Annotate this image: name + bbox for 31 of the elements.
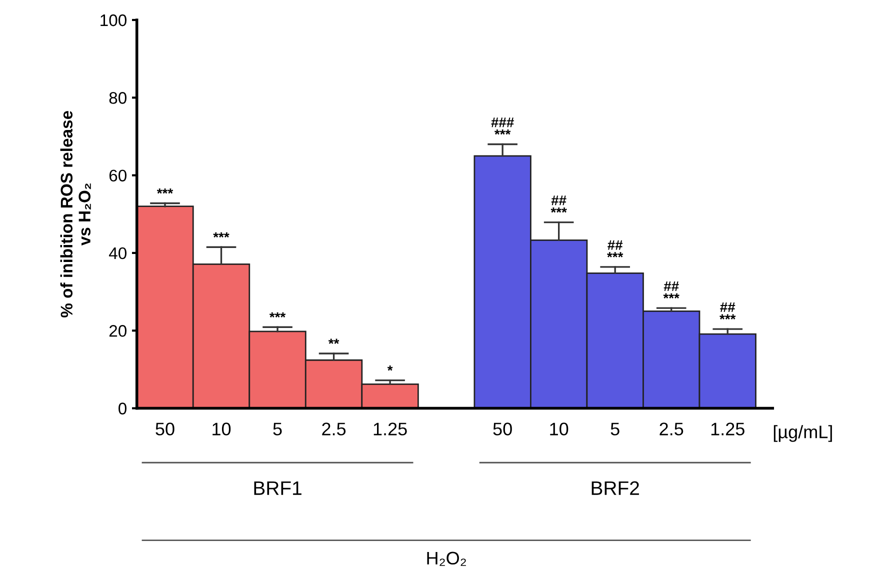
x-tick-label: 5 xyxy=(273,422,282,436)
y-axis-title: % of inibition ROS release vs H₂O₂ xyxy=(60,110,91,318)
x-tick-label: 10 xyxy=(550,422,568,436)
x-tick-label: 2.5 xyxy=(322,422,346,436)
data-label: * xyxy=(387,366,393,371)
data-label: *** xyxy=(213,232,230,238)
data-label: ## *** xyxy=(550,196,567,213)
y-tick-label: 60 xyxy=(109,170,126,182)
y-tick-label: 80 xyxy=(109,92,126,104)
y-tick-label: 20 xyxy=(109,325,126,337)
data-label: ## *** xyxy=(607,240,624,258)
x-tick-label: 1.25 xyxy=(374,422,407,436)
y-tick-label: 40 xyxy=(108,247,126,260)
x-tick-label: 10 xyxy=(212,422,231,436)
data-label: ## *** xyxy=(720,302,736,320)
data-label: *** xyxy=(269,312,286,318)
data-label: ### *** xyxy=(491,118,514,135)
x-tick-label: 1.25 xyxy=(711,422,744,436)
text: H₂O₂ xyxy=(427,552,466,566)
data-label: *** xyxy=(156,188,174,194)
data-label: ## *** xyxy=(663,281,680,298)
y-tick-label: 0 xyxy=(118,402,126,414)
x-tick-label: 2.5 xyxy=(660,422,684,436)
y-tick-label: 100 xyxy=(100,14,126,26)
x-tick-label: 50 xyxy=(156,422,174,436)
text: [µg/mL] xyxy=(774,425,832,442)
text: BRF2 xyxy=(592,481,639,495)
data-label: ** xyxy=(328,338,340,344)
x-tick-label: 5 xyxy=(610,422,620,436)
text: BRF1 xyxy=(254,481,302,495)
x-tick-label: 50 xyxy=(493,422,512,436)
